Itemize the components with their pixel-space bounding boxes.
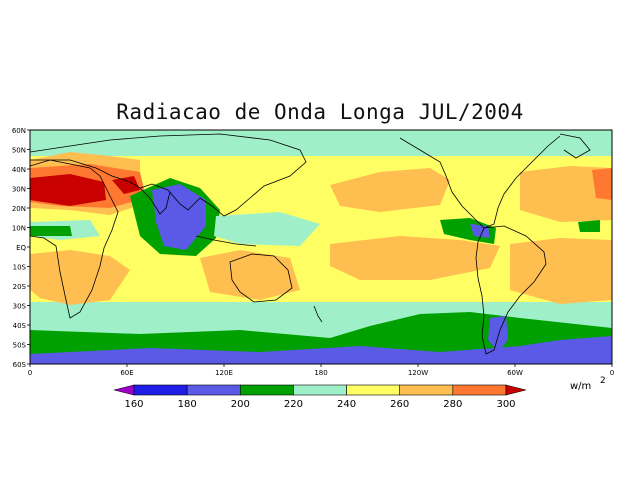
coast-india bbox=[139, 187, 171, 215]
colorbar-label: 200 bbox=[231, 399, 250, 410]
lon-label: 0 bbox=[610, 369, 614, 377]
units-exponent: 2 bbox=[600, 376, 606, 386]
colorbar-swatch bbox=[239, 384, 294, 396]
coast-new-zealand bbox=[313, 305, 323, 323]
field-australia-orange bbox=[200, 250, 300, 300]
lat-label: 40N bbox=[12, 166, 26, 174]
colorbar-high-arrow bbox=[505, 384, 527, 396]
lat-label: 60S bbox=[13, 361, 27, 369]
lon-label: 120W bbox=[408, 369, 428, 377]
lat-label: 20N bbox=[12, 205, 26, 213]
colorbar-label: 280 bbox=[443, 399, 462, 410]
colorbar-label: 240 bbox=[337, 399, 356, 410]
coast-australia bbox=[229, 253, 293, 303]
lat-label: 40S bbox=[13, 322, 27, 330]
lat-label: 60N bbox=[12, 127, 26, 135]
coast-africa bbox=[30, 159, 119, 319]
lat-label: 20S bbox=[13, 283, 27, 291]
field-s-atlantic-orange bbox=[510, 238, 612, 304]
lon-label: 0 bbox=[28, 369, 32, 377]
lon-label: 180 bbox=[314, 369, 327, 377]
field-w-pacific-cool bbox=[214, 212, 320, 246]
lat-label: 50N bbox=[12, 147, 26, 155]
field-sahara-dark-red bbox=[30, 174, 106, 206]
field-north-cool-band bbox=[30, 130, 612, 156]
colorbar-label: 160 bbox=[124, 399, 143, 410]
colorbar-swatch bbox=[293, 384, 347, 396]
colorbar-swatch bbox=[452, 384, 507, 396]
colorbar: 160 180 200 220 240 260 280 300 bbox=[113, 384, 527, 410]
field-antarctic-blue bbox=[30, 336, 612, 364]
latitude-axis: 60N 50N 40N 30N 20N 10N EQ 10S 20S 30S 40S 50S 60S bbox=[12, 127, 30, 369]
field-argentina-blue bbox=[488, 316, 508, 352]
field-africa-green bbox=[30, 226, 72, 236]
lon-label: 60E bbox=[120, 369, 133, 377]
colorbar-label: 300 bbox=[496, 399, 515, 410]
field-n-pacific-orange bbox=[330, 168, 450, 212]
coast-greenland bbox=[559, 133, 591, 159]
units-label: w/m bbox=[570, 381, 591, 392]
coast-s-america bbox=[475, 225, 547, 355]
longitude-axis: 0 60E 120E 180 120W 60W 0 bbox=[28, 364, 614, 377]
field-monsoon-blue bbox=[152, 184, 206, 250]
lat-label: 10N bbox=[12, 225, 26, 233]
coastlines bbox=[30, 133, 591, 355]
colorbar-swatch bbox=[133, 384, 188, 396]
lat-label: 30N bbox=[12, 186, 26, 194]
colorbar-swatch bbox=[186, 384, 241, 396]
field-s-africa-orange bbox=[30, 250, 130, 305]
lat-label: 10S bbox=[13, 264, 27, 272]
field-s-pacific-orange bbox=[330, 236, 500, 280]
lon-label: 120E bbox=[215, 369, 233, 377]
field-central-america-green bbox=[440, 218, 496, 244]
lat-label: 50S bbox=[13, 342, 27, 350]
colorbar-label: 260 bbox=[390, 399, 409, 410]
field-mexico-hot bbox=[592, 168, 612, 200]
olr-field bbox=[30, 130, 612, 364]
colorbar-label: 220 bbox=[284, 399, 303, 410]
map-title: Radiacao de Onda Longa JUL/2004 bbox=[116, 100, 524, 124]
field-n-atlantic-orange bbox=[520, 166, 612, 222]
field-w-africa-atlantic-green bbox=[578, 220, 600, 232]
colorbar-swatch bbox=[346, 384, 401, 396]
lat-label: 30S bbox=[13, 303, 27, 311]
coast-eurasia bbox=[30, 133, 307, 217]
lat-label: EQ bbox=[16, 244, 26, 252]
field-iran-dark-red bbox=[112, 176, 140, 194]
colorbar-label: 180 bbox=[178, 399, 197, 410]
coast-indonesia bbox=[195, 235, 257, 247]
colorbar-low-arrow bbox=[113, 384, 135, 396]
colorbar-swatch bbox=[399, 384, 454, 396]
lon-label: 60W bbox=[507, 369, 523, 377]
